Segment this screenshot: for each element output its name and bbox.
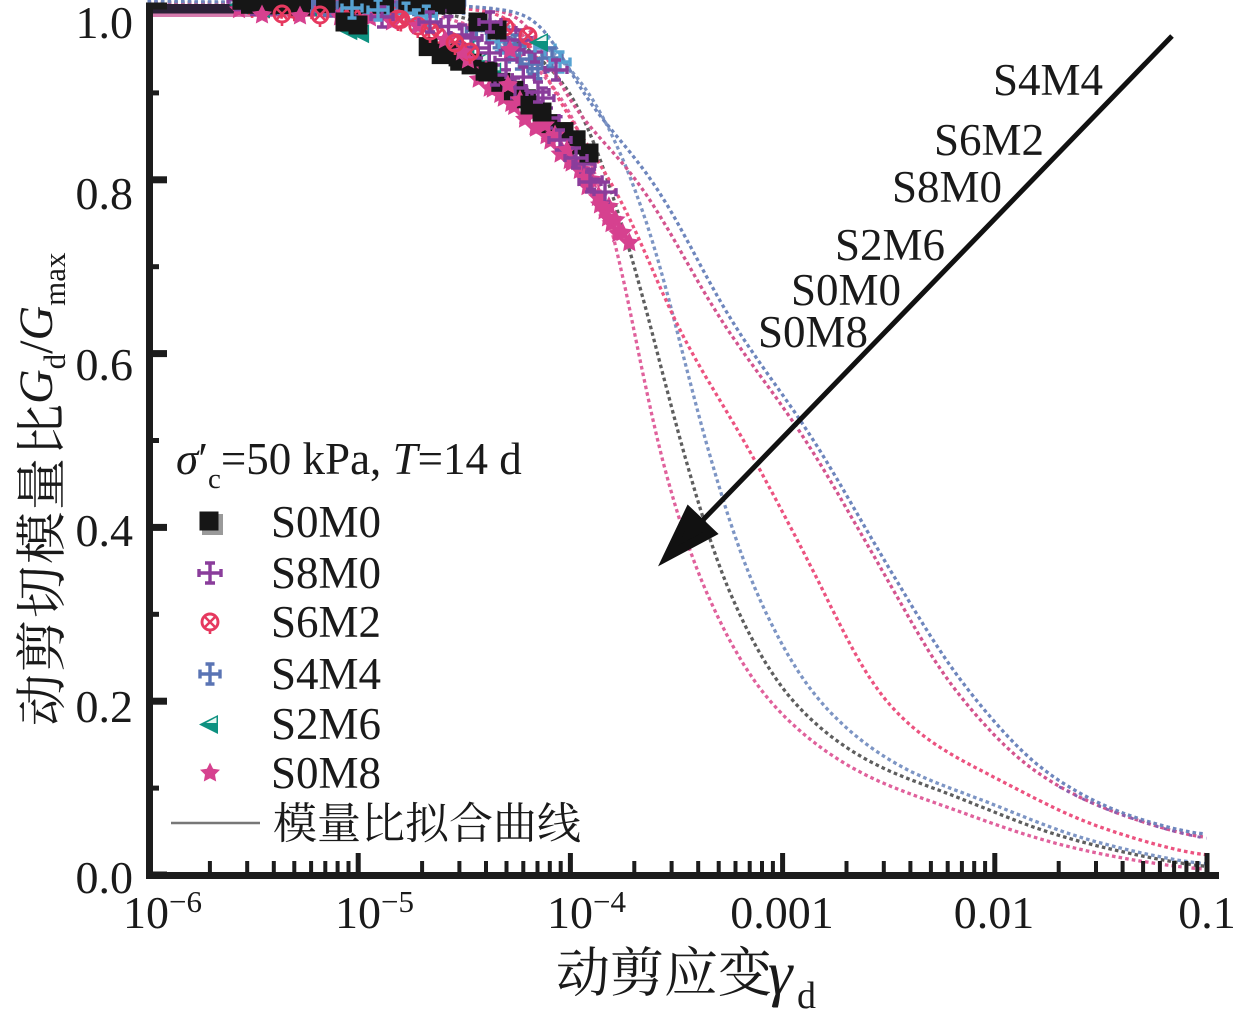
svg-text:0.01: 0.01 [954,887,1035,938]
svg-text:σ′c=50 kPa, T=14 d: σ′c=50 kPa, T=14 d [176,434,522,495]
svg-text:0.4: 0.4 [76,505,134,556]
svg-text:0.8: 0.8 [76,168,134,219]
svg-text:0.6: 0.6 [76,339,134,390]
svg-text:S6M2: S6M2 [271,597,381,647]
svg-text:S4M4: S4M4 [271,649,381,699]
svg-text:γ: γ [768,940,794,1008]
svg-text:S6M2: S6M2 [934,115,1044,165]
svg-text:S0M8: S0M8 [758,307,868,357]
svg-text:S0M8: S0M8 [271,748,381,798]
svg-text:S0M0: S0M0 [271,497,381,547]
svg-text:10−4: 10−4 [547,884,626,938]
svg-text:S2M6: S2M6 [835,220,945,270]
svg-text:S2M6: S2M6 [271,699,381,749]
svg-text:S8M0: S8M0 [271,548,381,598]
svg-text:d: d [797,975,816,1017]
svg-text:10−6: 10−6 [123,884,202,938]
svg-text:1.0: 1.0 [76,0,134,48]
svg-text:S8M0: S8M0 [892,162,1002,212]
svg-text:Gd/Gmax: Gd/Gmax [10,252,72,404]
svg-text:0.1: 0.1 [1178,887,1236,938]
svg-text:0.001: 0.001 [730,887,834,938]
svg-text:10−5: 10−5 [335,884,414,938]
svg-text:0.2: 0.2 [76,681,134,732]
svg-text:S4M4: S4M4 [993,55,1103,105]
svg-text:S0M0: S0M0 [791,265,901,315]
svg-text:0.0: 0.0 [76,852,134,903]
